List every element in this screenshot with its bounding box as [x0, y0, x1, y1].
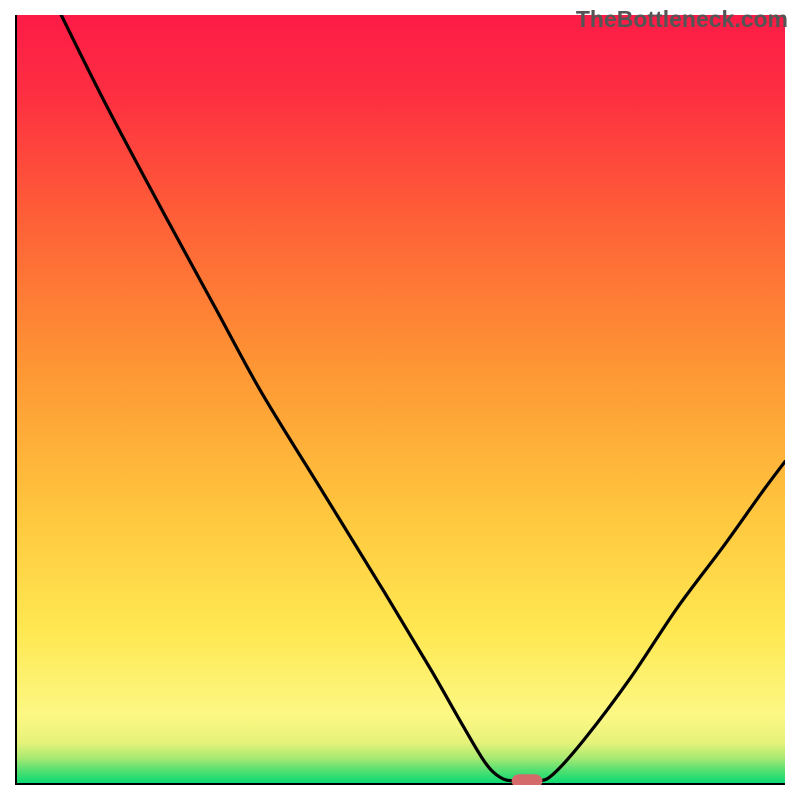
curve-layer [15, 15, 785, 785]
bottleneck-marker [512, 774, 543, 785]
chart-container: TheBottleneck.com [0, 0, 800, 800]
plot-area [15, 15, 785, 785]
watermark-text: TheBottleneck.com [576, 6, 788, 33]
axis-frame [15, 15, 785, 785]
bottleneck-curve [61, 15, 785, 782]
